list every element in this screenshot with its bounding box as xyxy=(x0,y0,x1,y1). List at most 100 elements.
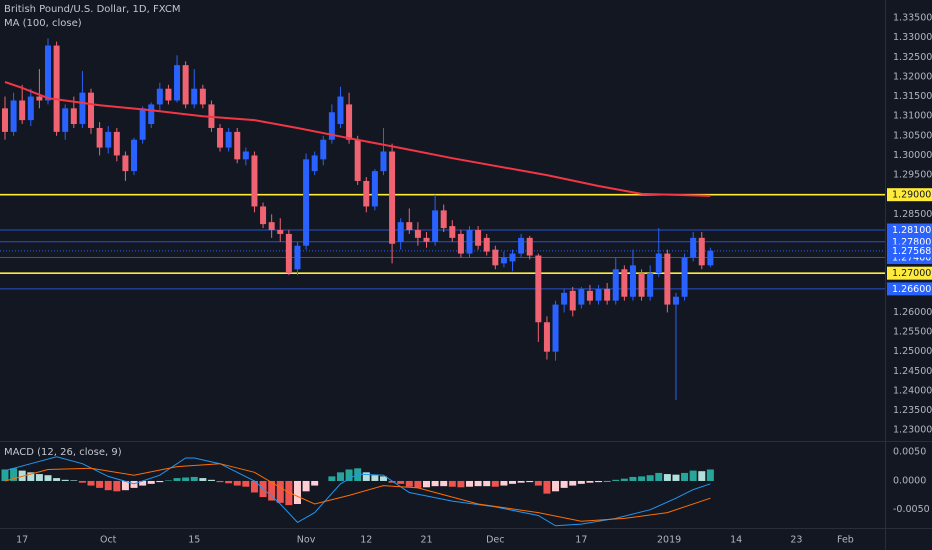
x-tick-label: Nov xyxy=(297,535,316,546)
candle-body xyxy=(277,230,284,234)
candle-body xyxy=(320,139,327,160)
candle-body xyxy=(19,100,26,121)
price-label: 1.27800 xyxy=(892,237,931,248)
macd-line xyxy=(4,456,711,527)
histogram-bar xyxy=(672,474,680,481)
candle-body xyxy=(165,88,172,101)
candle-body xyxy=(217,127,224,148)
histogram-bar xyxy=(190,476,198,481)
candle-body xyxy=(672,296,679,305)
histogram-bar xyxy=(53,478,61,481)
histogram-bar xyxy=(233,480,241,486)
histogram-bar xyxy=(698,471,706,481)
histogram-bar xyxy=(362,472,370,481)
candle-body xyxy=(122,155,129,172)
candle-body xyxy=(483,237,490,252)
histogram-bar xyxy=(689,470,697,481)
y-tick-label: 1.25000 xyxy=(893,346,932,357)
histogram-bar xyxy=(18,470,26,481)
histogram-bar xyxy=(87,480,95,486)
histogram-bar xyxy=(70,480,78,481)
y-tick-label: 1.26000 xyxy=(893,307,932,318)
candle-body xyxy=(389,151,396,244)
price-label-box xyxy=(887,282,932,296)
candle-body xyxy=(199,88,206,105)
y-tick-label: 0.0050 xyxy=(893,447,926,458)
histogram-bar xyxy=(586,480,594,483)
histogram-bar xyxy=(199,478,207,481)
candle-body xyxy=(612,269,619,301)
histogram-bar xyxy=(620,478,628,481)
histogram-bar xyxy=(10,468,18,481)
histogram-bar xyxy=(379,476,387,481)
candle-body xyxy=(690,237,697,258)
candle-body xyxy=(647,273,654,297)
candle-body xyxy=(475,230,482,246)
histogram-bar xyxy=(96,480,104,488)
histogram-bar xyxy=(500,480,508,486)
candle-body xyxy=(414,230,421,238)
histogram-bar xyxy=(474,480,482,487)
histogram-bar xyxy=(543,480,551,494)
candle-body xyxy=(79,92,86,125)
candle-body xyxy=(174,65,181,101)
histogram-bar xyxy=(27,472,35,481)
y-tick-label: 1.31000 xyxy=(893,111,932,122)
candle-body xyxy=(337,96,344,125)
histogram-bar xyxy=(646,475,654,481)
candle-body xyxy=(131,139,138,172)
histogram-bar xyxy=(603,480,611,482)
histogram-bar xyxy=(121,480,129,491)
candle-body xyxy=(535,255,542,323)
candle-body xyxy=(595,288,602,301)
candle-body xyxy=(655,253,662,274)
y-tick-label: 0.0000 xyxy=(893,475,926,486)
candle-body xyxy=(380,151,387,172)
x-tick-label: 21 xyxy=(420,535,432,546)
candle-body xyxy=(27,96,34,121)
y-tick-label: 1.28500 xyxy=(893,209,932,220)
x-tick-label: 17 xyxy=(16,535,28,546)
candle-body xyxy=(268,222,275,231)
candle-body xyxy=(604,288,611,301)
histogram-bar xyxy=(638,476,646,481)
histogram-bar xyxy=(560,480,568,488)
macd-title: MACD (12, 26, close, 9) xyxy=(4,447,122,458)
candle-body xyxy=(638,273,645,297)
candle-body xyxy=(569,290,576,311)
x-tick-label: Oct xyxy=(100,535,117,546)
x-tick-label: Feb xyxy=(837,535,854,546)
histogram-bar xyxy=(35,474,43,481)
histogram-bar xyxy=(147,480,155,484)
histogram-bar xyxy=(612,479,620,481)
y-tick-label: 1.30500 xyxy=(893,130,932,141)
candle-body xyxy=(432,210,439,242)
histogram-bar xyxy=(552,480,560,492)
y-tick-label: 1.25500 xyxy=(893,327,932,338)
x-tick-label: 17 xyxy=(575,535,587,546)
candle-body xyxy=(96,127,103,148)
candle-body xyxy=(578,288,585,305)
y-tick-label: 1.33500 xyxy=(893,13,932,24)
price-label: 1.26600 xyxy=(892,284,931,295)
candle-body xyxy=(234,131,241,160)
candle-body xyxy=(371,171,378,207)
candle-body xyxy=(698,237,705,266)
histogram-bar xyxy=(706,469,714,481)
y-tick-label: 1.29500 xyxy=(893,170,932,181)
y-tick-label: 1.31500 xyxy=(893,91,932,102)
histogram-bar xyxy=(526,480,534,483)
candle-body xyxy=(561,292,568,305)
histogram-bar xyxy=(207,479,215,481)
y-tick-label: 1.30000 xyxy=(893,150,932,161)
price-label: 1.27568 xyxy=(892,246,931,257)
histogram-bar xyxy=(397,480,405,484)
y-tick-label: 1.32500 xyxy=(893,52,932,63)
histogram-bar xyxy=(104,480,112,491)
histogram-bar xyxy=(130,480,138,488)
candle-body xyxy=(191,88,198,105)
x-tick-label: 15 xyxy=(188,535,200,546)
candle-body xyxy=(1,108,8,132)
histogram-bar xyxy=(336,472,344,481)
